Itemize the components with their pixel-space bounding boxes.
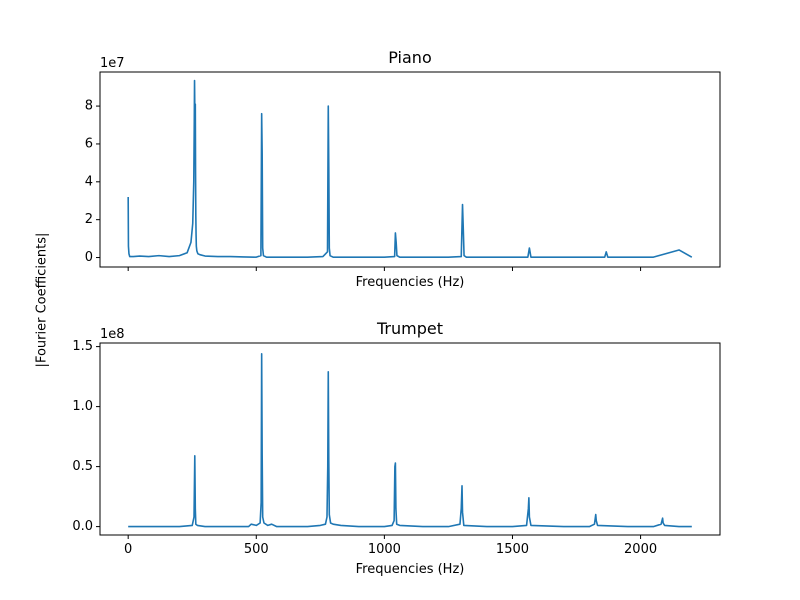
chart-piano: Piano 1e7 0 2 4 6 8 Frequencies (Hz) — [85, 48, 721, 290]
chart-trumpet-series-line — [128, 352, 692, 528]
chart-trumpet-x-tick-label: 1000 — [368, 542, 401, 557]
chart-trumpet-title: Trumpet — [376, 319, 443, 338]
chart-trumpet-x-tick-label: 0 — [124, 542, 132, 557]
chart-trumpet-offset-label: 1e8 — [100, 327, 125, 342]
shared-y-axis-label: |Fourier Coefficients| — [35, 233, 50, 368]
chart-piano-y-tick-label: 6 — [85, 136, 93, 151]
chart-trumpet-y-tick-label: 0.0 — [72, 519, 93, 534]
chart-trumpet-x-tick-label: 2000 — [624, 542, 657, 557]
chart-trumpet: Trumpet 1e8 0 500 1000 1500 2000 0.0 0.5 1.0 1.5 Fr… — [72, 319, 721, 577]
chart-piano-y-tick-label: 0 — [85, 250, 93, 265]
chart-piano-title: Piano — [388, 48, 431, 67]
chart-piano-offset-label: 1e7 — [100, 56, 125, 71]
chart-piano-y-tick-label: 2 — [85, 212, 93, 227]
chart-piano-y-tick-label: 8 — [85, 99, 93, 114]
chart-trumpet-y-tick-label: 0.5 — [72, 459, 93, 474]
charts-layer: Piano 1e7 0 2 4 6 8 Frequencies (Hz) Trumpet 1e8 0… — [72, 48, 721, 577]
chart-trumpet-x-tick-label: 500 — [244, 542, 269, 557]
chart-piano-x-axis-label: Frequencies (Hz) — [356, 275, 465, 290]
chart-trumpet-x-axis-label: Frequencies (Hz) — [356, 562, 465, 577]
chart-trumpet-y-tick-label: 1.5 — [72, 339, 93, 354]
chart-trumpet-y-tick-label: 1.0 — [72, 399, 93, 414]
chart-piano-series-line — [127, 79, 693, 258]
chart-trumpet-x-tick-label: 1500 — [496, 542, 529, 557]
chart-piano-axes-frame — [99, 71, 721, 268]
chart-piano-y-tick-label: 4 — [85, 174, 93, 189]
chart-trumpet-axes-frame — [99, 342, 721, 536]
